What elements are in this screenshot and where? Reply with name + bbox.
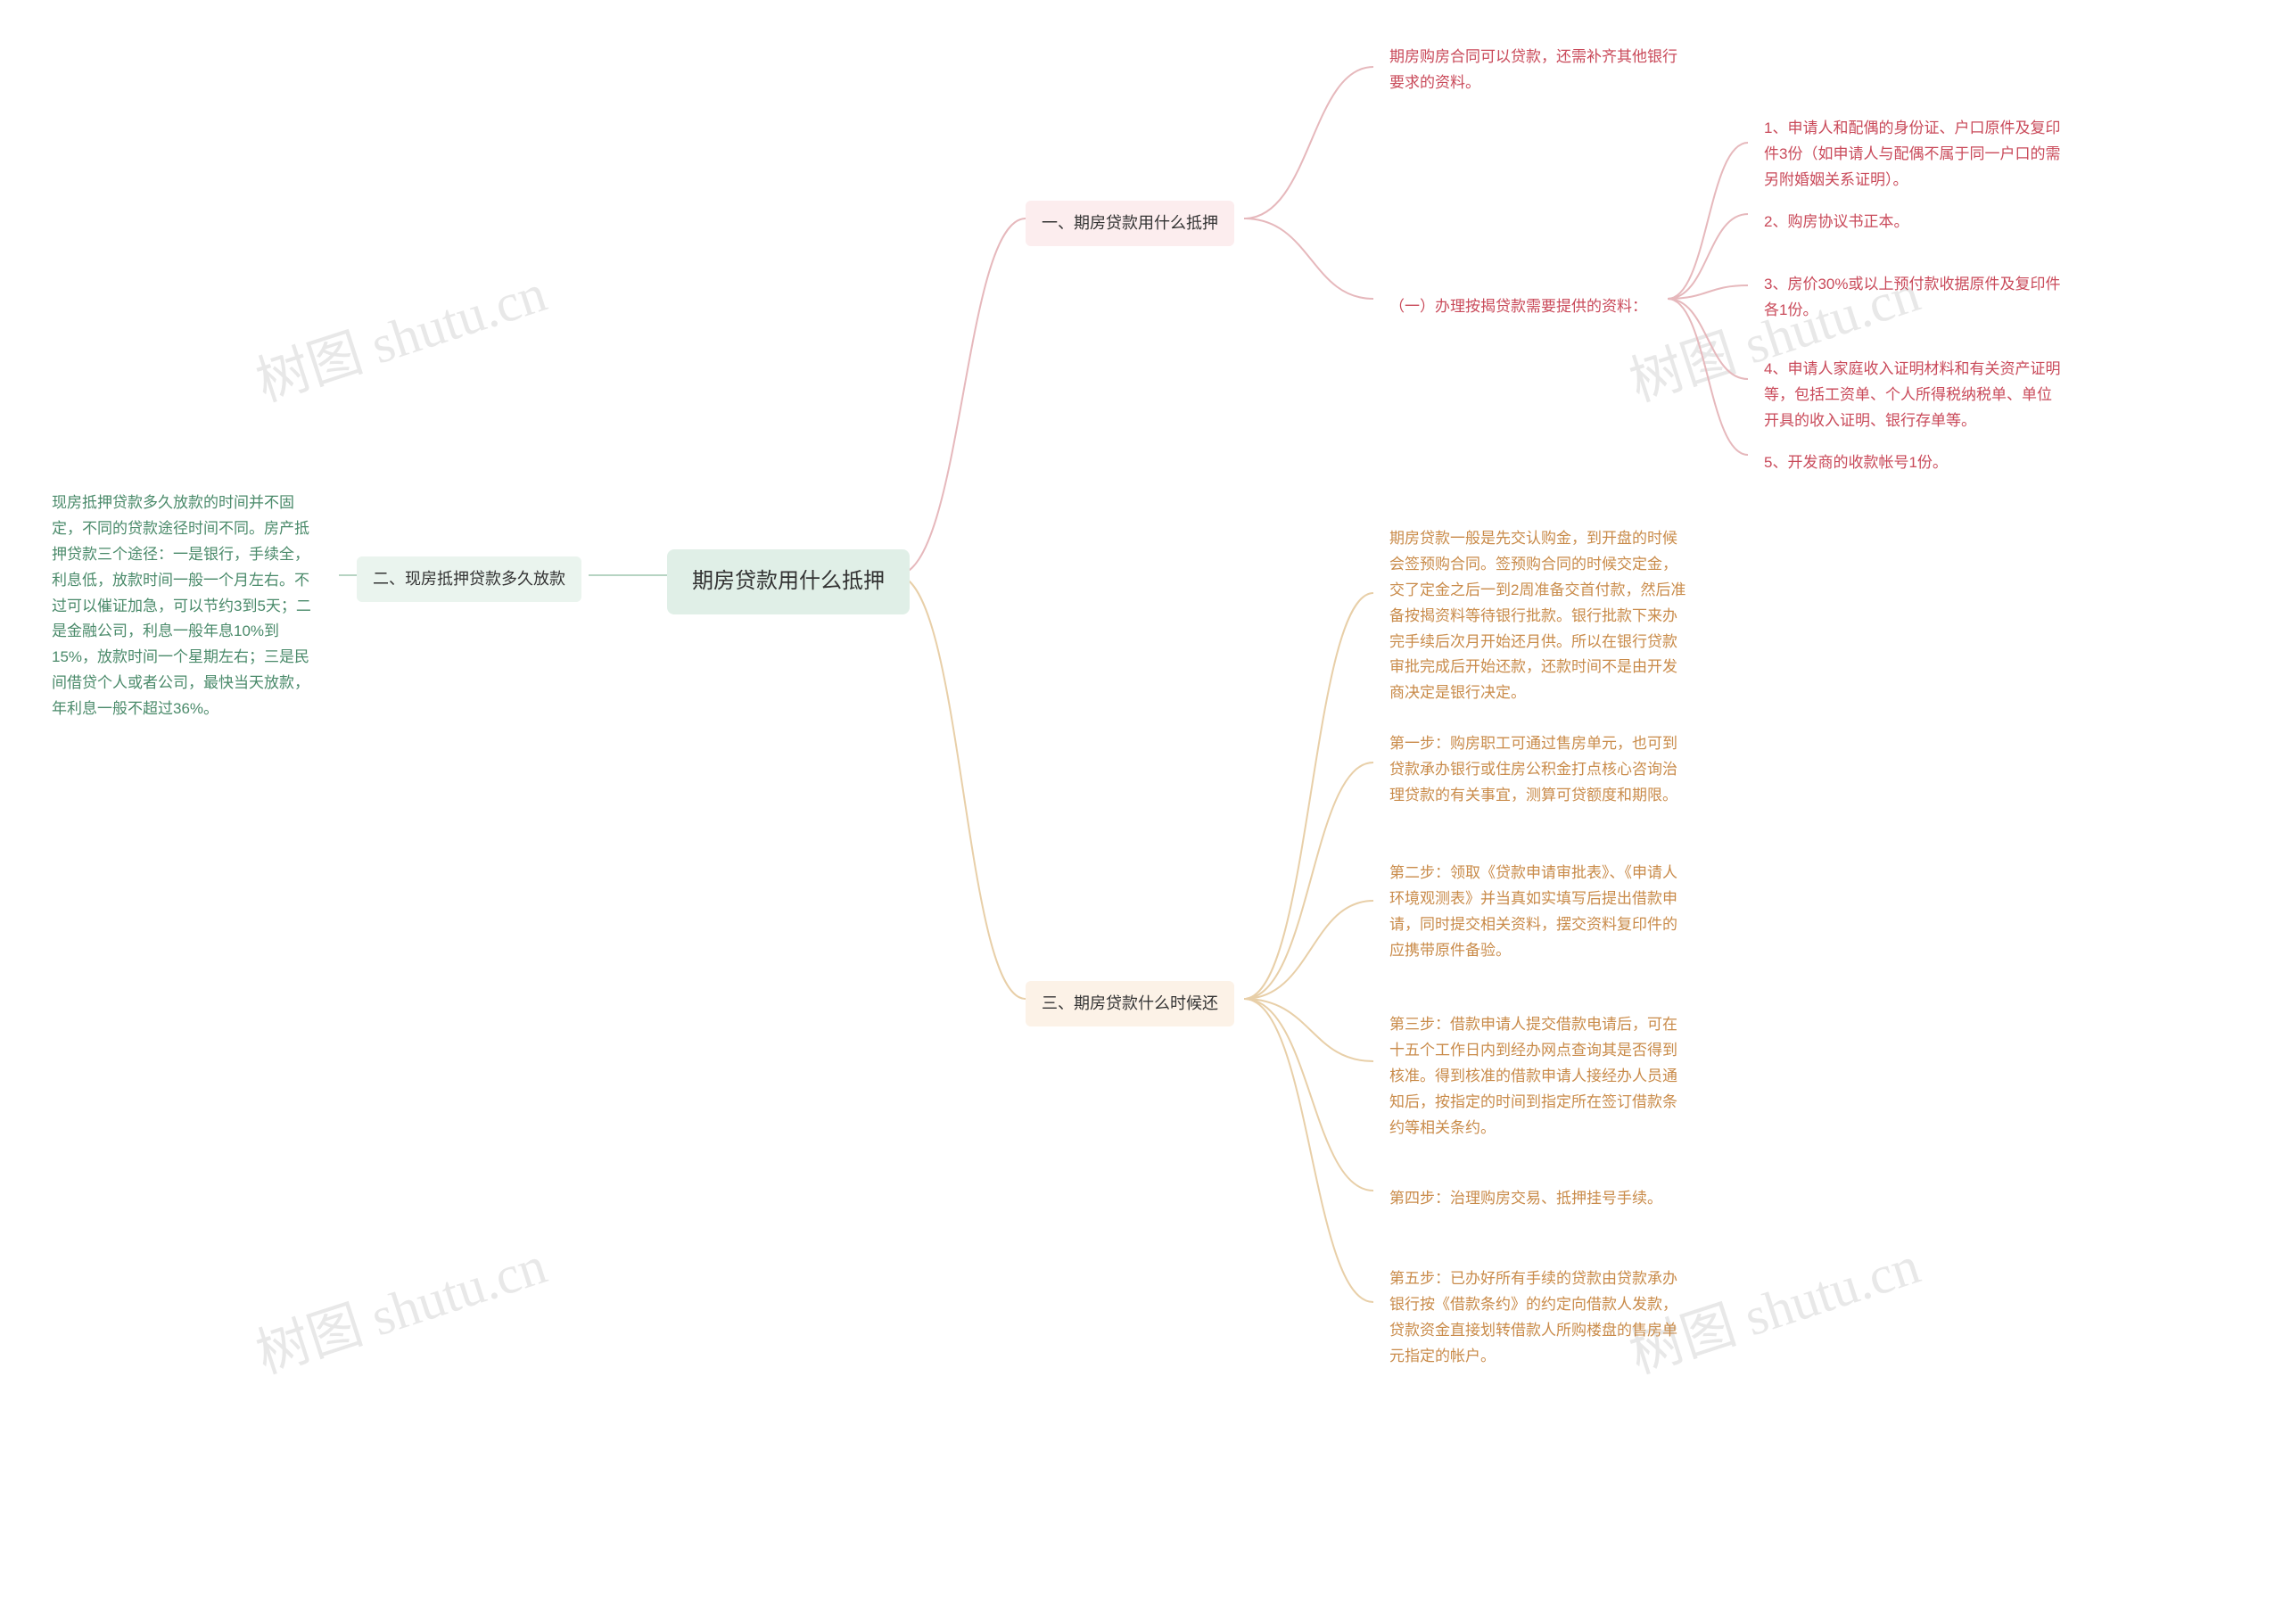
branch-1-2-c: 3、房价30%或以上预付款收据原件及复印件各1份。 — [1748, 263, 2078, 333]
branch-2-child-1: 现房抵押贷款多久放款的时间并不固定，不同的贷款途径时间不同。房产抵押贷款三个途径… — [36, 482, 339, 731]
branch-3[interactable]: 三、期房贷款什么时候还 — [1026, 981, 1234, 1026]
branch-1-2-d: 4、申请人家庭收入证明材料和有关资产证明等，包括工资单、个人所得税纳税单、单位开… — [1748, 348, 2078, 443]
branch-3-child-3: 第二步：领取《贷款申请审批表》、《申请人环境观测表》并当真如实填写后提出借款申请… — [1373, 852, 1703, 973]
branch-3-child-1: 期房贷款一般是先交认购金，到开盘的时候会签预购合同。签预购合同的时候交定金，交了… — [1373, 517, 1703, 715]
watermark: 树图 shutu.cn — [245, 250, 555, 416]
watermark: 树图 shutu.cn — [245, 1222, 555, 1389]
branch-3-child-6: 第五步：已办好所有手续的贷款由贷款承办银行按《借款条约》的约定向借款人发款，贷款… — [1373, 1257, 1703, 1379]
branch-1-child-2: （一）办理按揭贷款需要提供的资料： — [1373, 285, 1663, 329]
branch-3-child-4: 第三步：借款申请人提交借款电请后，可在十五个工作日内到经办网点查询其是否得到核准… — [1373, 1003, 1703, 1150]
root-node[interactable]: 期房贷款用什么抵押 — [667, 549, 910, 614]
branch-3-child-2: 第一步：购房职工可通过售房单元，也可到贷款承办银行或住房公积金打点核心咨询治理贷… — [1373, 722, 1703, 818]
branch-1-2-b: 2、购房协议书正本。 — [1748, 201, 2078, 244]
branch-3-child-5: 第四步：治理购房交易、抵押挂号手续。 — [1373, 1177, 1703, 1221]
branch-1-2-a: 1、申请人和配偶的身份证、户口原件及复印件3份（如申请人与配偶不属于同一户口的需… — [1748, 107, 2078, 202]
branch-2[interactable]: 二、现房抵押贷款多久放款 — [357, 556, 581, 602]
branch-1-2-e: 5、开发商的收款帐号1份。 — [1748, 441, 2078, 485]
branch-1-child-1: 期房购房合同可以贷款，还需补齐其他银行要求的资料。 — [1373, 36, 1703, 105]
branch-1[interactable]: 一、期房贷款用什么抵押 — [1026, 201, 1234, 246]
